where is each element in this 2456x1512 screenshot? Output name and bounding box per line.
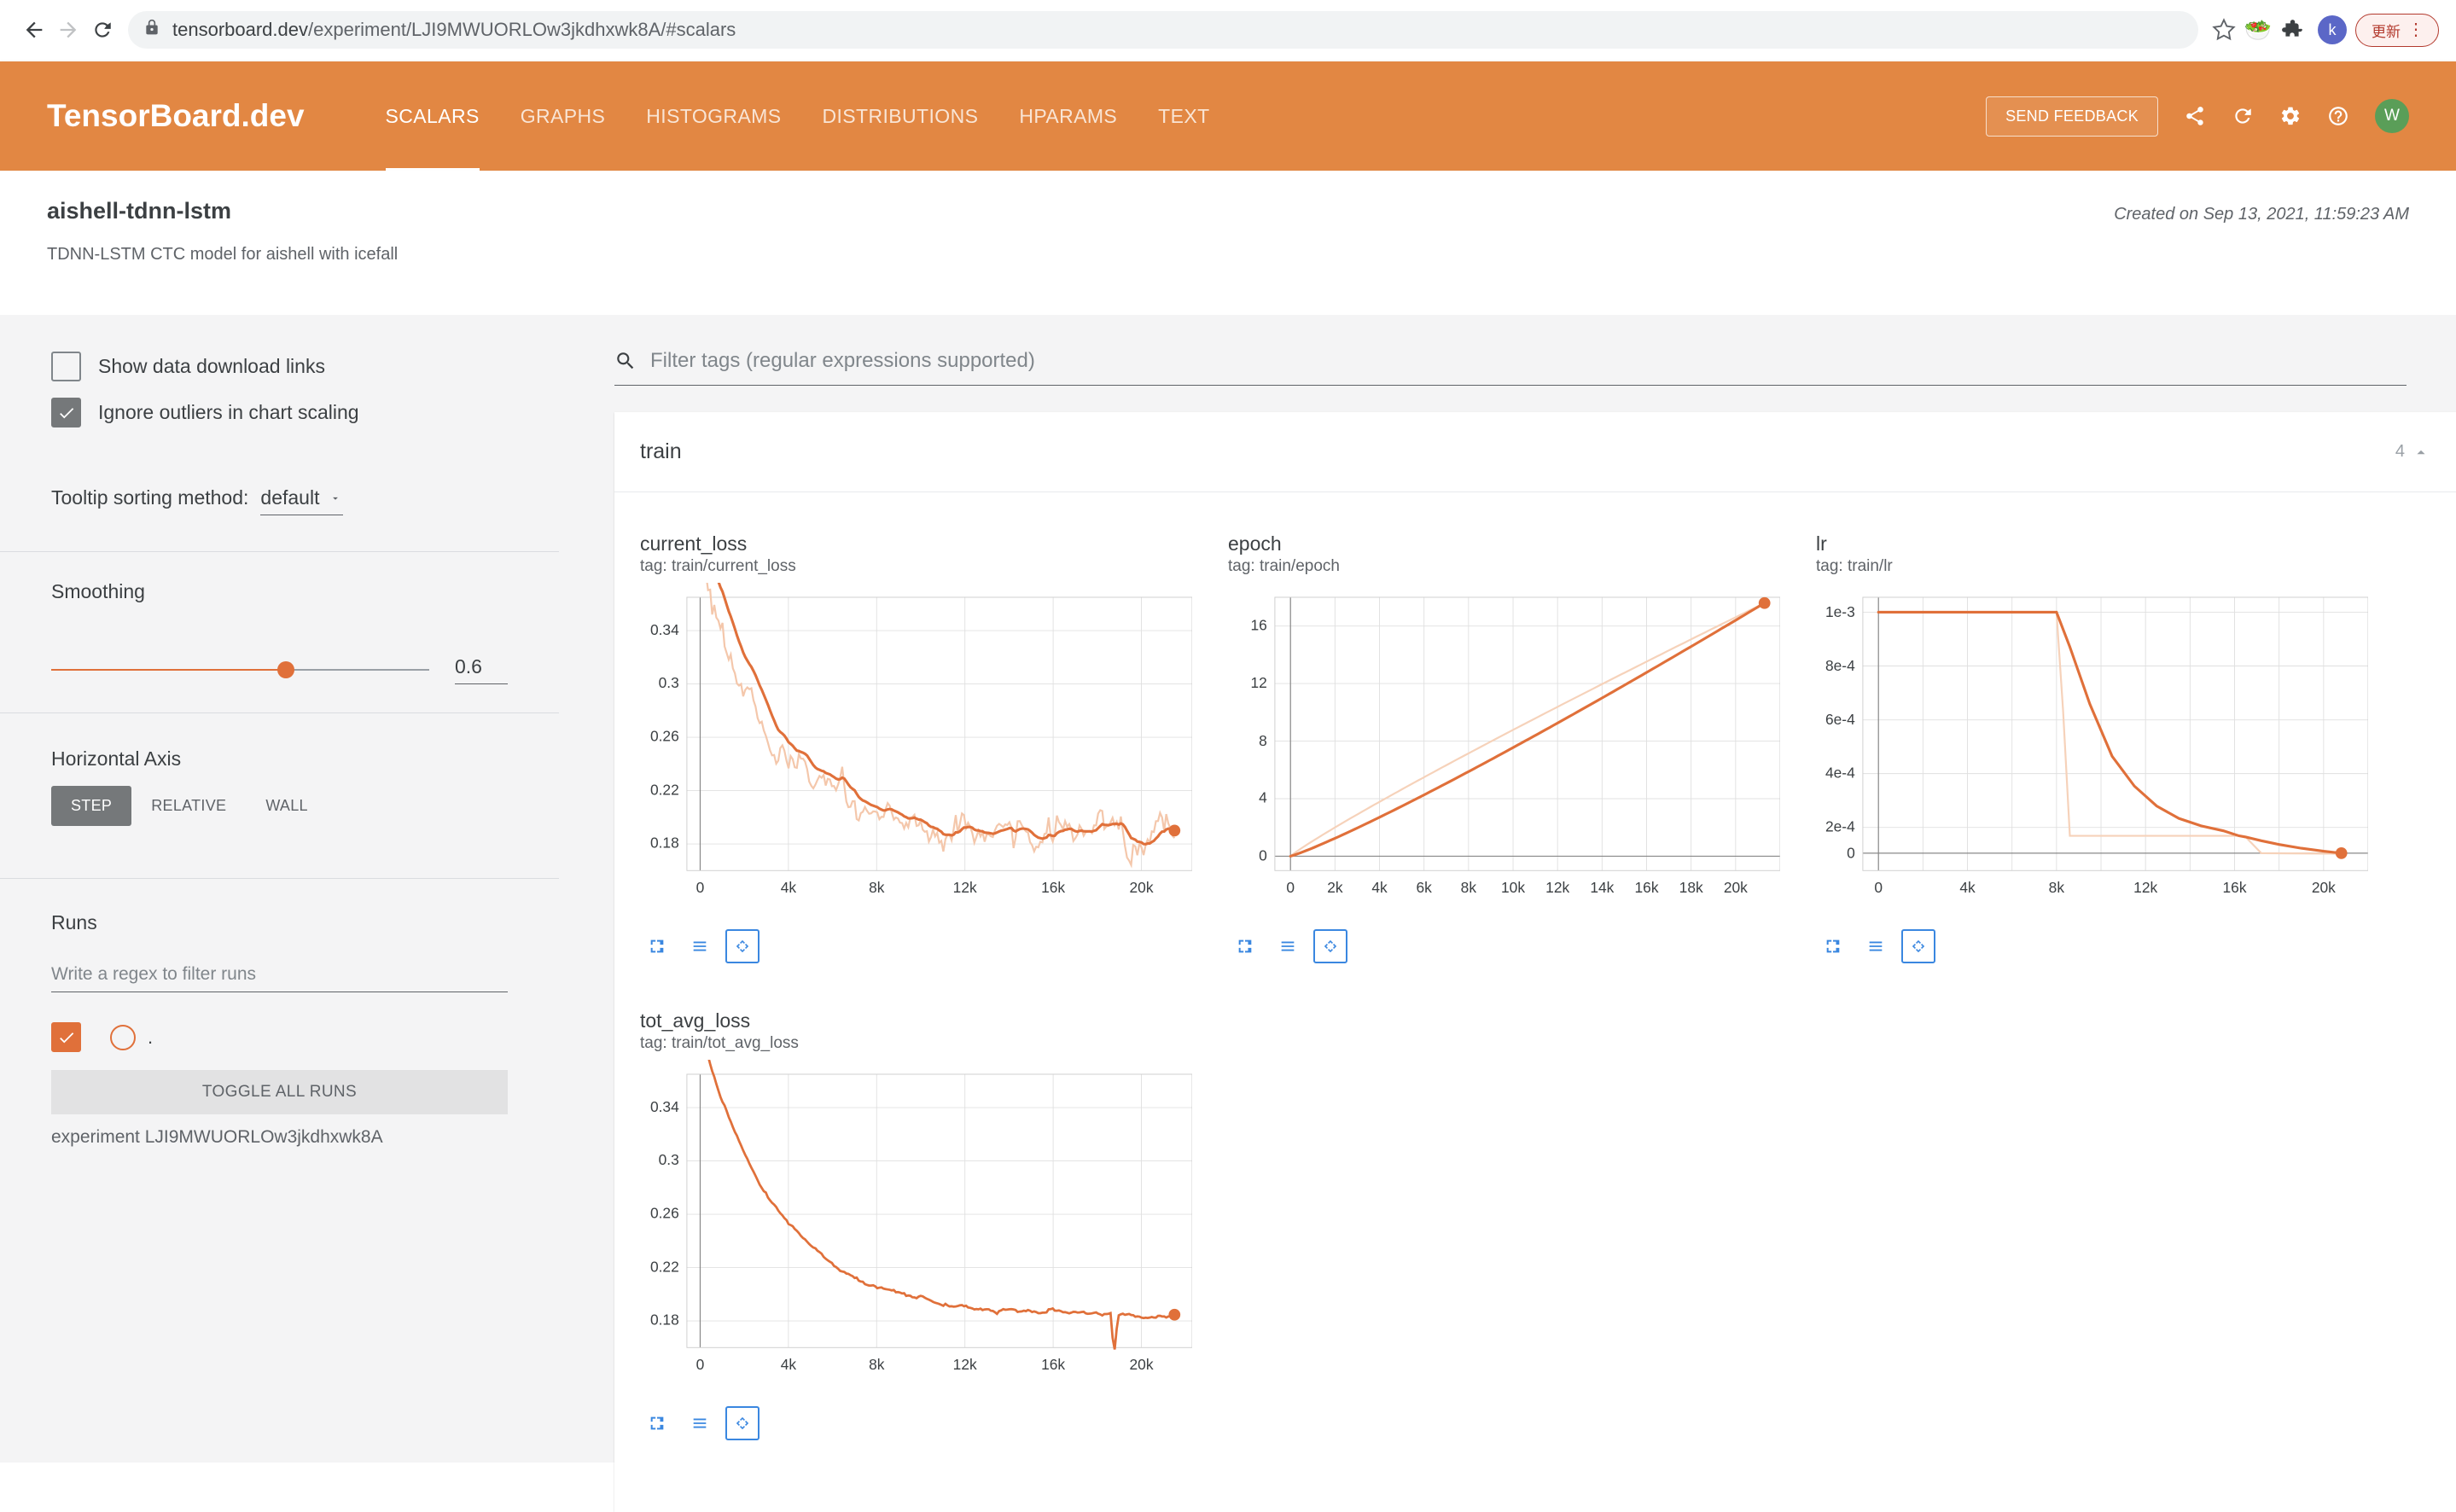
svg-text:0: 0: [1847, 845, 1855, 862]
svg-text:4e-4: 4e-4: [1825, 764, 1855, 781]
svg-text:1e-3: 1e-3: [1825, 603, 1855, 620]
svg-text:8k: 8k: [2049, 879, 2065, 896]
svg-text:16k: 16k: [1041, 879, 1065, 896]
svg-text:6k: 6k: [1417, 879, 1433, 896]
svg-text:4k: 4k: [1959, 879, 1976, 896]
svg-text:10k: 10k: [1501, 879, 1525, 896]
svg-text:0.34: 0.34: [650, 1098, 679, 1115]
svg-text:0.22: 0.22: [650, 782, 679, 799]
svg-text:0.3: 0.3: [659, 674, 679, 691]
svg-text:20k: 20k: [1724, 879, 1748, 896]
svg-text:0: 0: [696, 1356, 705, 1373]
svg-text:12: 12: [1250, 674, 1266, 691]
svg-text:14k: 14k: [1590, 879, 1614, 896]
svg-text:4: 4: [1259, 789, 1267, 806]
svg-text:8k: 8k: [869, 1356, 885, 1373]
svg-text:4k: 4k: [1371, 879, 1388, 896]
svg-text:20k: 20k: [1130, 1356, 1154, 1373]
svg-text:0: 0: [1286, 879, 1295, 896]
svg-text:8e-4: 8e-4: [1825, 657, 1855, 674]
svg-text:0.34: 0.34: [650, 621, 679, 638]
svg-text:16: 16: [1250, 616, 1266, 633]
svg-text:12k: 12k: [1545, 879, 1569, 896]
svg-text:4k: 4k: [781, 1356, 797, 1373]
svg-text:12k: 12k: [953, 879, 977, 896]
svg-text:0: 0: [1874, 879, 1883, 896]
svg-text:20k: 20k: [1130, 879, 1154, 896]
svg-text:0.18: 0.18: [650, 1311, 679, 1329]
svg-text:16k: 16k: [2223, 879, 2247, 896]
svg-text:20k: 20k: [2312, 879, 2336, 896]
svg-text:12k: 12k: [953, 1356, 977, 1373]
svg-text:18k: 18k: [1679, 879, 1703, 896]
svg-text:0.18: 0.18: [650, 835, 679, 852]
svg-text:12k: 12k: [2133, 879, 2157, 896]
svg-text:2e-4: 2e-4: [1825, 818, 1855, 835]
svg-text:16k: 16k: [1635, 879, 1659, 896]
svg-text:4k: 4k: [781, 879, 797, 896]
svg-text:8: 8: [1259, 732, 1267, 749]
svg-text:0: 0: [1259, 846, 1267, 864]
svg-text:16k: 16k: [1041, 1356, 1065, 1373]
svg-text:6e-4: 6e-4: [1825, 711, 1855, 728]
svg-text:0: 0: [696, 879, 705, 896]
svg-text:0.26: 0.26: [650, 727, 679, 744]
svg-text:0.26: 0.26: [650, 1204, 679, 1221]
svg-text:8k: 8k: [869, 879, 885, 896]
svg-text:0.3: 0.3: [659, 1151, 679, 1168]
svg-text:0.22: 0.22: [650, 1259, 679, 1276]
svg-text:2k: 2k: [1327, 879, 1343, 896]
svg-text:8k: 8k: [1461, 879, 1477, 896]
